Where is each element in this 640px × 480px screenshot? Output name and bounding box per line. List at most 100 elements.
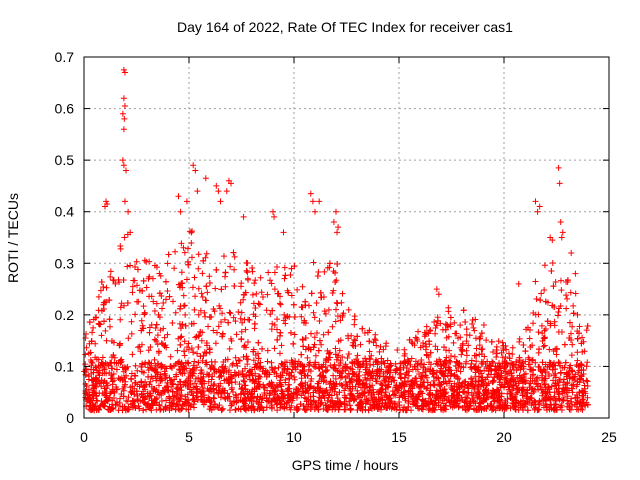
data-point [219, 364, 226, 371]
data-point [293, 389, 300, 396]
data-point [95, 320, 102, 327]
data-point [99, 360, 106, 367]
data-point [199, 384, 206, 391]
data-point [447, 352, 454, 359]
data-point [188, 320, 195, 327]
data-point [434, 361, 441, 368]
data-point [249, 291, 256, 298]
data-point [480, 359, 487, 366]
data-point [177, 325, 184, 332]
data-point [527, 327, 534, 334]
data-point [422, 367, 429, 374]
data-point [354, 387, 361, 394]
data-point [556, 385, 563, 392]
data-point [117, 395, 124, 402]
data-point [237, 396, 244, 403]
data-point [541, 381, 548, 388]
data-point [203, 250, 210, 257]
data-point [516, 372, 523, 379]
y-tick-label: 0.2 [55, 307, 75, 323]
data-point [371, 404, 378, 411]
data-point [233, 392, 240, 399]
data-point [263, 404, 270, 411]
data-point [539, 369, 546, 376]
data-point [277, 377, 284, 384]
data-point [227, 373, 234, 380]
data-point [549, 237, 556, 244]
data-point [285, 289, 292, 296]
data-point [249, 372, 256, 379]
data-point [322, 368, 329, 375]
data-point [151, 395, 158, 402]
data-point [330, 372, 337, 379]
data-point [409, 401, 416, 408]
data-point [440, 392, 447, 399]
axis-ticks [83, 56, 610, 419]
data-point [240, 390, 247, 397]
data-point [332, 375, 339, 382]
data-point [150, 387, 157, 394]
data-point [463, 326, 470, 333]
data-point [298, 351, 305, 358]
data-point [148, 397, 155, 404]
data-point [276, 300, 283, 307]
data-point [541, 286, 548, 293]
data-point [463, 338, 470, 345]
data-point [122, 407, 129, 414]
data-point [393, 403, 400, 410]
data-point [242, 373, 249, 380]
data-point [366, 384, 373, 391]
data-point [474, 394, 481, 401]
data-point [202, 175, 209, 182]
data-point [316, 198, 323, 205]
data-point [573, 362, 580, 369]
data-point [569, 341, 576, 348]
data-point [171, 376, 178, 383]
data-point [183, 198, 190, 205]
data-point [337, 357, 344, 364]
data-point [190, 404, 197, 411]
data-point [120, 126, 127, 133]
data-point [230, 314, 237, 321]
data-point [252, 313, 259, 320]
data-point [433, 391, 440, 398]
data-point [528, 386, 535, 393]
data-point [135, 344, 142, 351]
data-point [445, 364, 452, 371]
data-point [198, 290, 205, 297]
data-point [297, 401, 304, 408]
data-point [281, 311, 288, 318]
data-point [338, 299, 345, 306]
data-point [349, 360, 356, 367]
data-point [442, 326, 449, 333]
data-point [98, 359, 105, 366]
data-point [242, 382, 249, 389]
data-point [101, 402, 108, 409]
data-point [549, 259, 556, 266]
data-point [310, 309, 317, 316]
data-point [327, 354, 334, 361]
data-point [247, 393, 254, 400]
data-point [160, 325, 167, 332]
data-point [414, 396, 421, 403]
data-point [398, 383, 405, 390]
data-point [401, 404, 408, 411]
data-point [555, 164, 562, 171]
data-point [502, 354, 509, 361]
data-point [579, 334, 586, 341]
data-point [278, 401, 285, 408]
data-point [384, 383, 391, 390]
data-point [274, 336, 281, 343]
data-point [562, 359, 569, 366]
data-point [447, 398, 454, 405]
data-point [309, 198, 316, 205]
data-point [291, 374, 298, 381]
data-point [481, 405, 488, 412]
data-point [471, 327, 478, 334]
data-point [285, 381, 292, 388]
data-point [172, 361, 179, 368]
data-point [227, 310, 234, 317]
data-point [175, 281, 182, 288]
data-point [177, 305, 184, 312]
data-point [103, 198, 110, 205]
